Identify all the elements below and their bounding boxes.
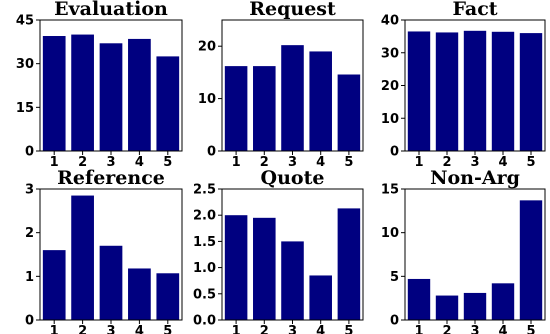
y-tick-label: 0	[390, 145, 399, 160]
y-tick-label: 30	[16, 57, 34, 72]
y-tick-label: 10	[381, 112, 399, 127]
x-tick-label: 3	[288, 155, 297, 170]
bar-4	[128, 268, 151, 320]
y-tick-label: 15	[381, 183, 399, 198]
x-tick-label: 3	[470, 324, 479, 334]
x-tick-label: 4	[316, 155, 325, 170]
x-tick-label: 5	[344, 324, 353, 334]
y-tick-label: 40	[381, 14, 399, 29]
bar-3	[463, 292, 487, 320]
y-tick-label: 1.5	[193, 235, 216, 250]
bar-1	[42, 36, 66, 152]
bar-3	[99, 245, 123, 320]
chart-title: Request	[249, 0, 336, 20]
x-tick-label: 2	[260, 155, 269, 170]
chart-panel-2: 0 10 20 1 2 3 4 5 Request	[198, 0, 364, 170]
bar-4	[491, 283, 515, 320]
y-tick-label: 2.0	[193, 209, 216, 224]
x-tick-label: 3	[288, 324, 297, 334]
bar-2	[253, 217, 276, 320]
x-tick-label: 4	[498, 324, 507, 334]
x-tick-label: 5	[344, 155, 353, 170]
bar-2	[253, 66, 276, 151]
y-tick-label: 2.5	[193, 183, 216, 198]
y-tick-label: 0	[25, 145, 34, 160]
x-tick-label: 2	[442, 155, 451, 170]
x-tick-label: 4	[316, 324, 325, 334]
x-tick-label: 2	[442, 324, 451, 334]
bar-3	[281, 45, 304, 151]
x-tick-label: 1	[50, 155, 59, 170]
x-tick-label: 3	[470, 155, 479, 170]
bar-5	[337, 208, 361, 320]
y-tick-label: 30	[381, 46, 399, 61]
x-tick-label: 1	[414, 155, 423, 170]
bar-3	[99, 43, 123, 151]
x-tick-label: 5	[526, 155, 535, 170]
bar-1	[224, 66, 248, 151]
y-tick-label: 0.0	[193, 314, 216, 329]
bar-2	[71, 195, 94, 320]
x-tick-label: 2	[260, 324, 269, 334]
y-tick-label: 15	[16, 101, 34, 116]
x-tick-label: 5	[526, 324, 535, 334]
bar-1	[407, 278, 431, 320]
y-tick-label: 20	[381, 79, 399, 94]
bar-2	[435, 295, 459, 320]
chart-panel-5: 0.0 0.5 1.0 1.5 2.0 2.5 1 2 3 4 5 Quote	[193, 167, 364, 334]
bar-3	[463, 30, 487, 152]
x-tick-label: 5	[163, 324, 172, 334]
x-tick-label: 2	[78, 324, 87, 334]
chart-title: Non-Arg	[430, 167, 520, 189]
x-tick-label: 1	[50, 324, 59, 334]
y-tick-label: 0	[390, 314, 399, 329]
bar-4	[309, 275, 332, 320]
y-tick-label: 0.5	[193, 287, 216, 302]
x-tick-label: 4	[135, 155, 144, 170]
x-tick-label: 1	[232, 324, 241, 334]
chart-title: Fact	[452, 0, 497, 20]
chart-panel-3: 0 10 20 30 40 1 2 3 4 5 Fact	[381, 0, 546, 170]
bar-3	[281, 241, 304, 320]
y-tick-label: 20	[198, 40, 216, 55]
y-tick-label: 0	[25, 314, 34, 329]
bar-1	[224, 215, 248, 320]
x-tick-label: 2	[78, 155, 87, 170]
bar-1	[407, 31, 431, 151]
chart-title: Evaluation	[54, 0, 168, 20]
y-tick-label: 10	[381, 226, 399, 241]
chart-title: Reference	[57, 167, 165, 189]
x-tick-label: 1	[414, 324, 423, 334]
y-tick-label: 10	[198, 92, 216, 107]
y-tick-label: 1.0	[193, 261, 216, 276]
bar-4	[491, 31, 515, 151]
chart-panel-4: 0 1 2 3 1 2 3 4 5 Reference	[25, 167, 183, 334]
bar-5	[337, 74, 361, 151]
y-tick-label: 5	[390, 270, 399, 285]
chart-title: Quote	[261, 167, 325, 189]
bar-5	[519, 33, 543, 151]
x-tick-label: 4	[498, 155, 507, 170]
x-tick-label: 3	[106, 324, 115, 334]
bar-5	[156, 273, 180, 320]
bar-2	[435, 32, 459, 151]
bar-1	[42, 250, 66, 320]
x-tick-label: 4	[135, 324, 144, 334]
y-tick-label: 2	[25, 226, 34, 241]
y-tick-label: 1	[25, 270, 34, 285]
bar-4	[309, 51, 332, 151]
x-tick-label: 5	[163, 155, 172, 170]
y-tick-label: 0	[207, 145, 216, 160]
x-tick-label: 3	[106, 155, 115, 170]
bar-5	[156, 56, 180, 151]
y-tick-label: 3	[25, 183, 34, 198]
bar-4	[128, 38, 151, 151]
x-tick-label: 1	[232, 155, 241, 170]
y-tick-label: 45	[16, 14, 34, 29]
bar-2	[71, 34, 94, 152]
chart-panel-6: 0 5 10 15 1 2 3 4 5 Non-Arg	[381, 167, 546, 334]
bar-5	[519, 200, 543, 320]
